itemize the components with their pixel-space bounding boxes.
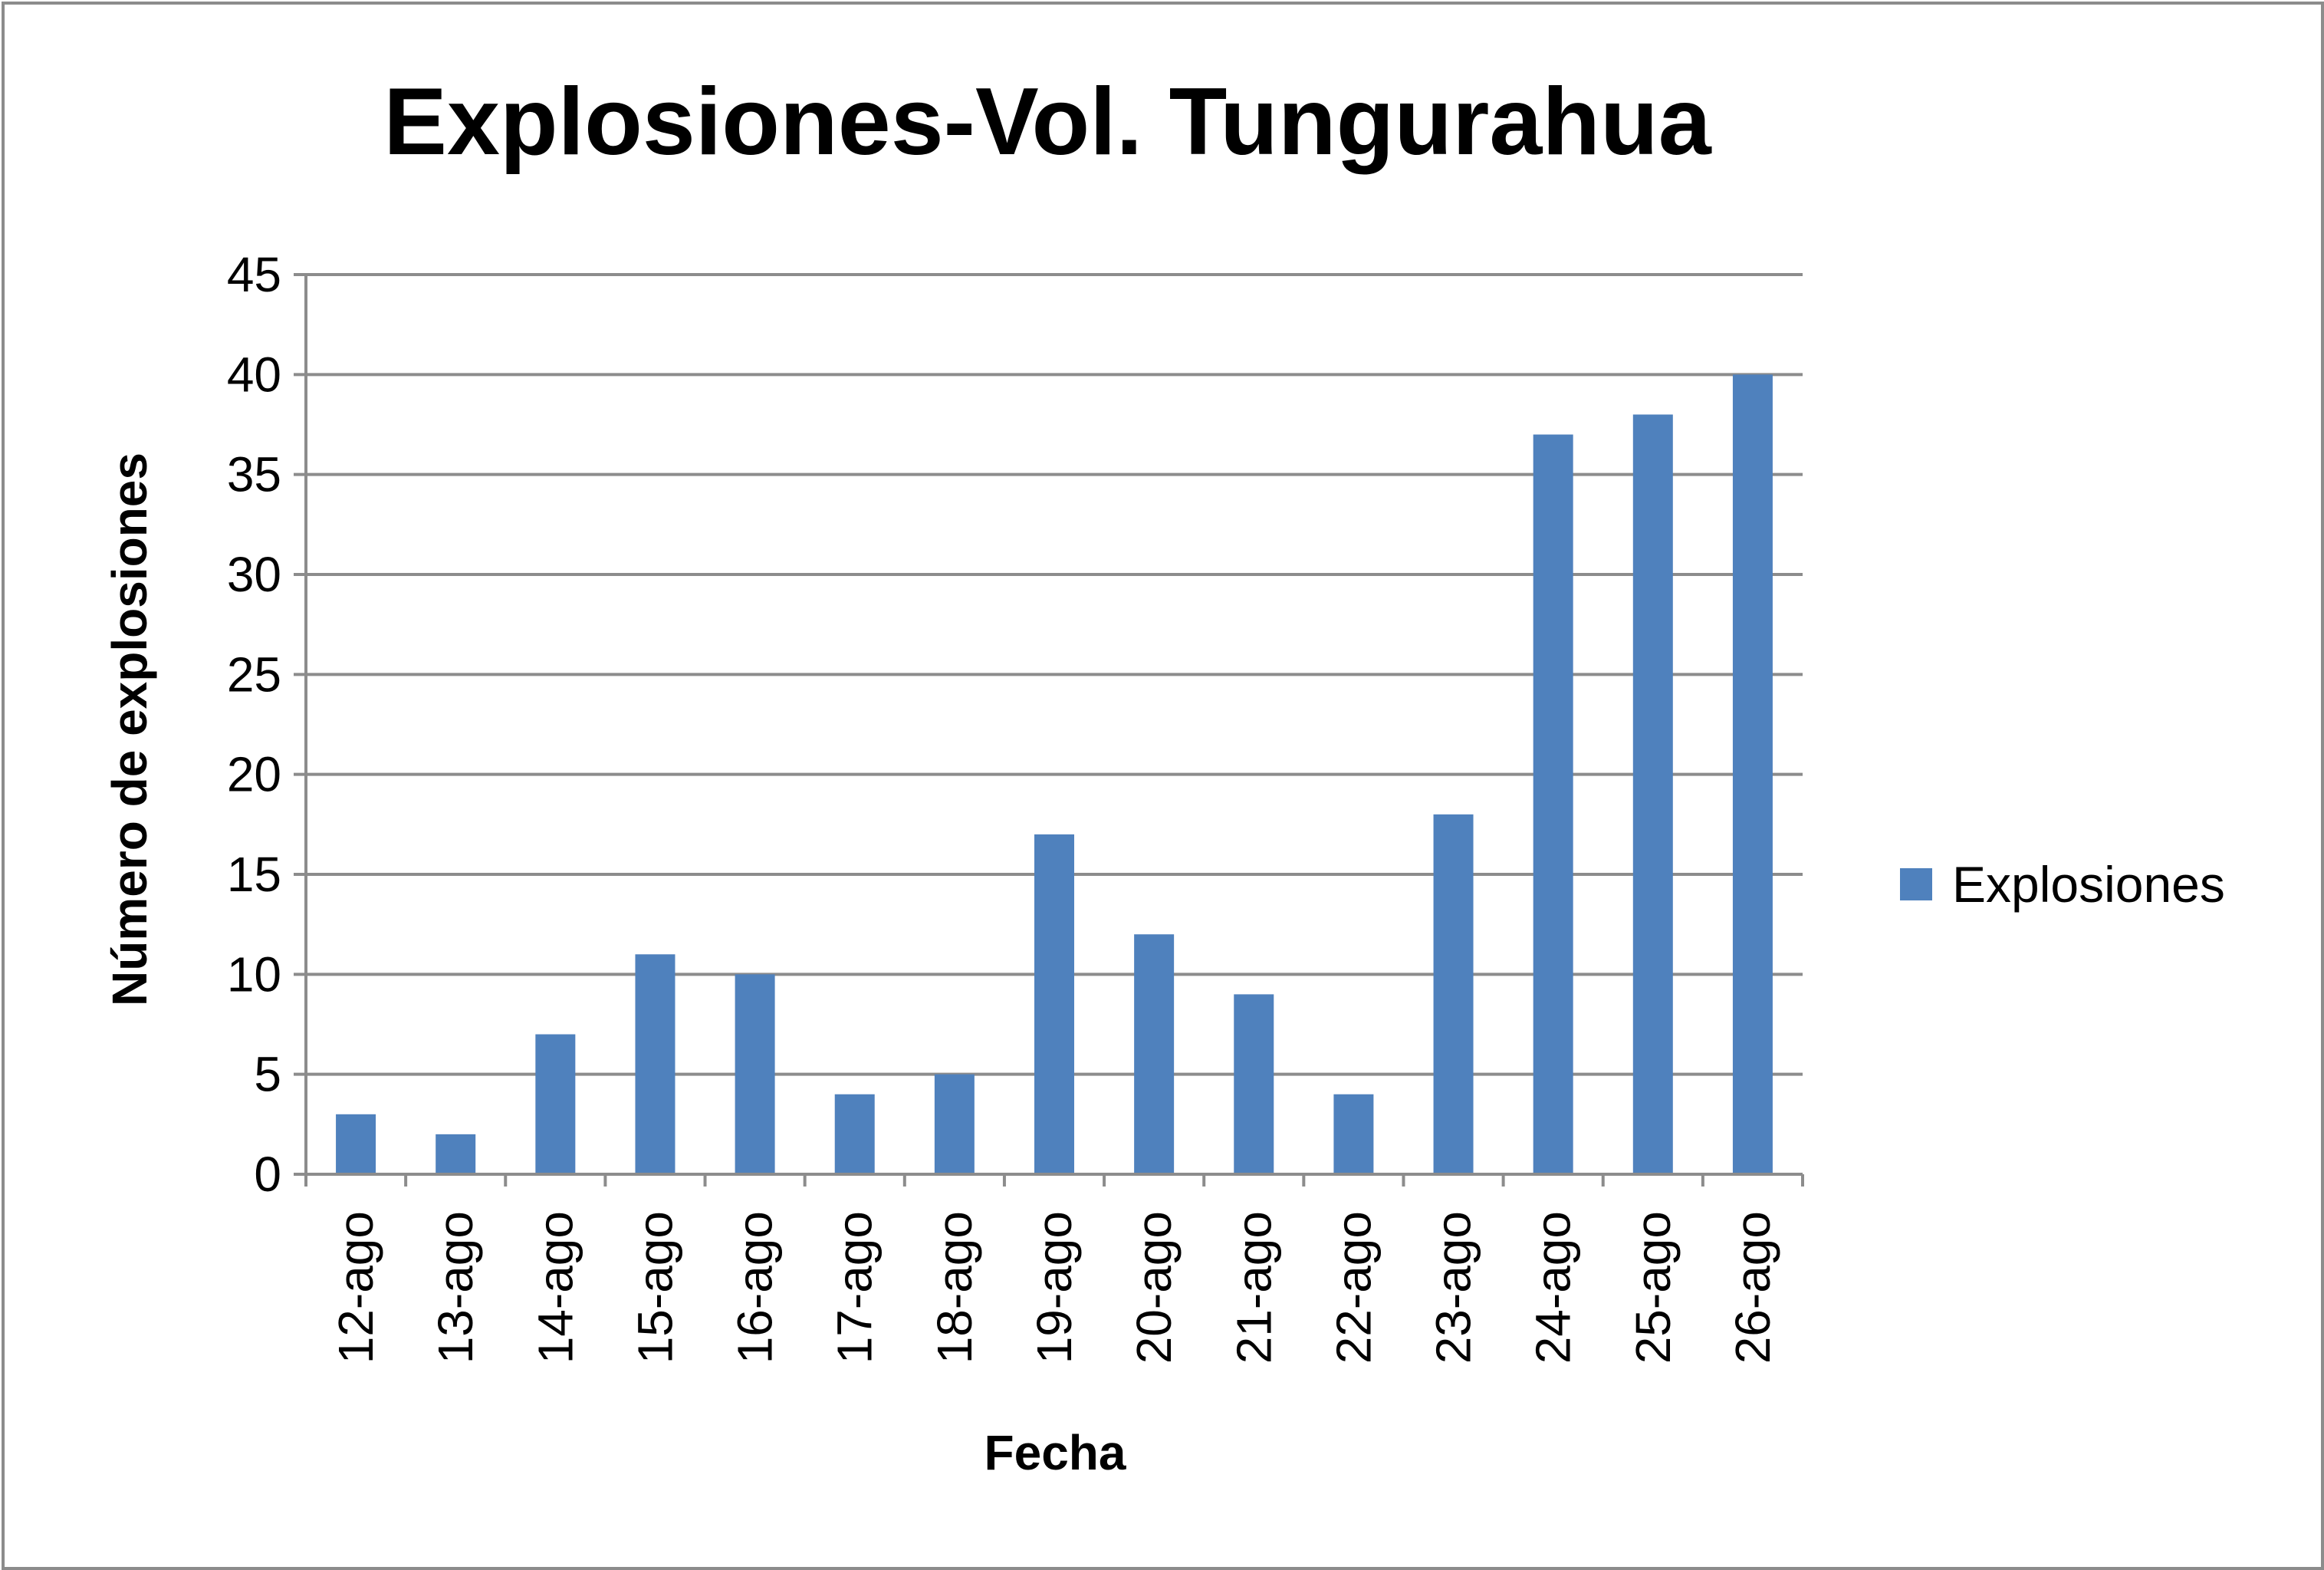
y-tick-label: 25 — [227, 647, 281, 702]
x-tick-label: 17-ago — [827, 1211, 883, 1364]
bar-12-ago — [336, 1114, 376, 1174]
x-tick-label: 16-ago — [728, 1211, 783, 1364]
y-tick-label: 40 — [227, 347, 281, 402]
x-tick-label: 12-ago — [328, 1211, 383, 1364]
x-tick-label: 13-ago — [428, 1211, 483, 1364]
y-axis-title: Número de explosiones — [102, 453, 157, 1006]
x-tick-label: 15-ago — [627, 1211, 682, 1364]
y-tick-label: 20 — [227, 747, 281, 802]
x-tick-labels: 12-ago 13-ago 14-ago 15-ago 16-ago 17-ago 18-a… — [328, 1211, 1780, 1364]
x-axis-title: Fecha — [984, 1425, 1126, 1480]
bar-18-ago — [934, 1074, 975, 1174]
bar-25-ago — [1632, 414, 1673, 1174]
x-tick-label: 24-ago — [1526, 1211, 1581, 1364]
x-tick-label: 26-ago — [1725, 1211, 1780, 1364]
y-tick-label: 45 — [227, 247, 281, 302]
y-tick-labels: 0 5 10 15 20 25 30 35 40 45 — [227, 247, 281, 1202]
x-tick-label: 22-ago — [1326, 1211, 1381, 1364]
x-tick-label: 20-ago — [1126, 1211, 1182, 1364]
chart-title: Explosiones-Vol. Tungurahua — [383, 69, 1712, 175]
bar-13-ago — [436, 1134, 476, 1174]
bar-24-ago — [1533, 434, 1573, 1174]
bar-21-ago — [1234, 994, 1274, 1174]
y-tick-label: 10 — [227, 946, 281, 1002]
legend-label: Explosiones — [1952, 856, 2225, 913]
legend: Explosiones — [1900, 856, 2225, 913]
x-tick-label: 14-ago — [528, 1211, 583, 1364]
bar-20-ago — [1134, 934, 1175, 1174]
axes — [294, 275, 1804, 1187]
y-tick-label: 0 — [254, 1147, 281, 1202]
bar-14-ago — [535, 1034, 576, 1174]
y-tick-label: 35 — [227, 447, 281, 502]
y-tick-label: 30 — [227, 547, 281, 602]
bar-26-ago — [1732, 374, 1773, 1174]
x-tick-label: 21-ago — [1226, 1211, 1281, 1364]
y-tick-label: 15 — [227, 847, 281, 902]
y-tick-label: 5 — [254, 1047, 281, 1102]
bars — [336, 374, 1773, 1174]
bar-17-ago — [834, 1094, 875, 1174]
bar-15-ago — [635, 954, 676, 1174]
chart-canvas: Explosiones-Vol. Tungurahua 0 5 10 15 20 25 30… — [102, 69, 2225, 1480]
bar-23-ago — [1433, 814, 1474, 1174]
gridlines — [294, 273, 1803, 1076]
x-tick-label: 25-ago — [1625, 1211, 1681, 1364]
x-tick-label: 23-ago — [1426, 1211, 1481, 1364]
bar-22-ago — [1333, 1094, 1374, 1174]
bar-16-ago — [735, 974, 775, 1174]
bar-19-ago — [1034, 834, 1074, 1174]
x-tick-label: 19-ago — [1027, 1211, 1082, 1364]
legend-swatch — [1900, 868, 1932, 900]
x-tick-label: 18-ago — [927, 1211, 982, 1364]
